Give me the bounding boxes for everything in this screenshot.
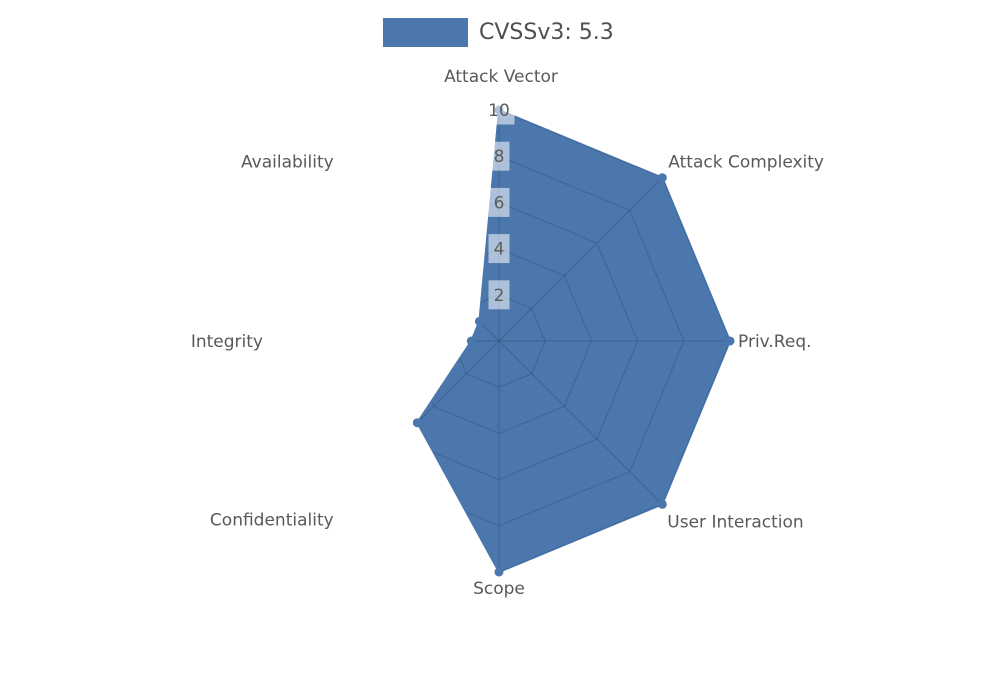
radial-tick-label: 6 [494,193,505,213]
grid-spoke [498,177,663,342]
legend-swatch [383,18,468,47]
axis-label-integrity: Integrity [191,332,263,352]
vertex-marker-attack-complexity [657,173,667,183]
grid-spoke [417,177,500,342]
grid-ring [417,110,730,572]
vertex-marker-scope [494,567,504,577]
tick-box [488,141,510,171]
vertex-marker-user-interaction [657,499,667,509]
vertex-marker-integrity [466,336,476,346]
radial-tick-label: 2 [494,286,505,306]
radial-tick-label: 10 [488,101,510,121]
tick-box [488,234,510,264]
axis-label-user-interaction: User Interaction [667,512,803,532]
radial-tick-label: 8 [494,147,505,167]
legend-label: CVSSv3: 5.3 [479,20,614,45]
axis-label-confidentiality: Confidentiality [210,510,334,530]
tick-box [488,280,510,310]
grid-ring [417,155,685,527]
vertex-marker-confidentiality [412,418,422,428]
grid-ring [417,201,639,481]
tick-box [483,95,515,125]
axis-label-priv-req: Priv.Req. [738,332,812,352]
vertex-marker-availability [474,316,484,326]
tick-box [488,187,510,217]
vertex-marker-priv-req [725,336,735,346]
axis-label-attack-complexity: Attack Complexity [668,153,824,173]
axis-label-scope: Scope [473,579,525,599]
legend: CVSSv3: 5.3 [383,18,614,47]
axis-label-availability: Availability [241,153,334,173]
axis-label-attack-vector: Attack Vector [444,67,558,87]
radial-tick-label: 4 [494,240,505,260]
grid-spoke [498,340,663,505]
